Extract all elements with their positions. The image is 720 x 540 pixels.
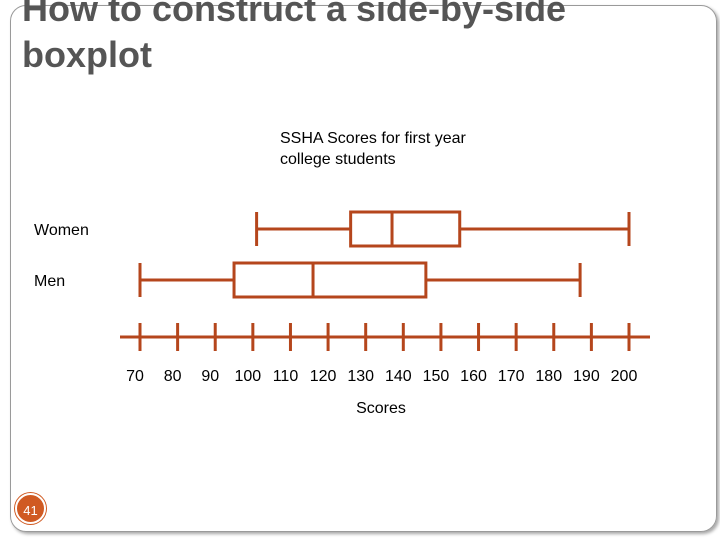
- x-tick-label: 80: [164, 368, 182, 385]
- x-tick-label: 200: [611, 368, 638, 385]
- x-tick-label: 90: [201, 368, 219, 385]
- x-tick-label: 100: [234, 368, 261, 385]
- box-group: Women Men: [34, 210, 631, 299]
- x-tick-label: 160: [460, 368, 487, 385]
- iqr-box: [232, 261, 428, 299]
- x-tick-label: 190: [573, 368, 600, 385]
- iqr-box: [349, 210, 462, 248]
- x-axis-label: Scores: [356, 400, 406, 417]
- boxplot-women: Women: [34, 210, 631, 248]
- x-tick-label: 120: [310, 368, 337, 385]
- x-axis: 70 80 90 100 110 120 130 140 150 160 170 180 190 200: [120, 323, 650, 385]
- boxplot-men: Men: [34, 261, 582, 299]
- x-tick-label: 170: [498, 368, 525, 385]
- chart-title: SSHA Scores for first year college stude…: [280, 130, 466, 168]
- page-number-badge: 41: [15, 493, 46, 524]
- series-label-women: Women: [34, 222, 89, 239]
- x-tick-label: 180: [535, 368, 562, 385]
- series-label-men: Men: [34, 273, 65, 290]
- x-tick-label: 130: [347, 368, 374, 385]
- x-tick-label: 140: [385, 368, 412, 385]
- x-tick-label: 150: [423, 368, 450, 385]
- x-tick-label: 70: [126, 368, 144, 385]
- slide-title: How to construct a side-by-side boxplot: [22, 0, 567, 75]
- slide-frame: [10, 5, 717, 532]
- x-tick-label: 110: [273, 368, 299, 385]
